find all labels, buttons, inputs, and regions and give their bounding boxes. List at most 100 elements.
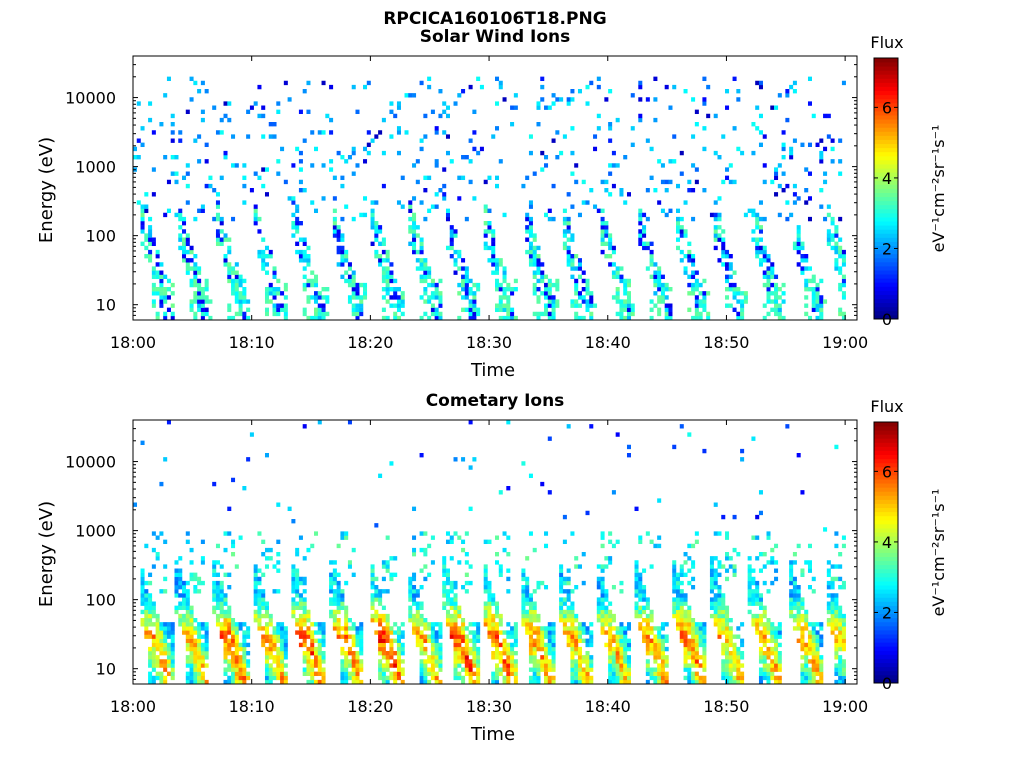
flux-cell: [219, 589, 224, 594]
flux-cell: [140, 440, 145, 446]
flux-cell: [657, 282, 662, 288]
flux-cell: [261, 249, 266, 255]
flux-cell: [615, 671, 620, 677]
flux-cell: [536, 642, 541, 648]
flux-cell: [596, 580, 601, 586]
flux-cell: [528, 613, 533, 619]
flux-cell: [732, 270, 737, 275]
flux-cell: [200, 291, 205, 296]
colorbar-step: [874, 609, 898, 615]
flux-cell: [532, 679, 537, 685]
flux-cell: [182, 613, 187, 619]
flux-cell: [626, 638, 631, 644]
flux-cell: [283, 307, 288, 313]
flux-cell: [683, 638, 688, 644]
flux-cell: [679, 225, 684, 230]
flux-cell: [449, 229, 454, 234]
flux-cell: [495, 626, 500, 631]
colorbar-step: [874, 658, 898, 664]
flux-cell: [653, 262, 658, 267]
flux-cell: [736, 659, 741, 664]
spectrogram-cells: [133, 76, 846, 321]
flux-cell: [453, 101, 458, 106]
flux-cell: [721, 254, 726, 259]
flux-cell: [691, 585, 696, 590]
flux-cell: [657, 270, 662, 275]
flux-cell: [340, 646, 345, 652]
flux-cell: [593, 134, 598, 139]
flux-cell: [491, 241, 496, 247]
flux-cell: [495, 609, 500, 615]
flux-cell: [585, 675, 590, 681]
flux-cell: [434, 622, 439, 627]
flux-cell: [430, 295, 435, 300]
flux-cell: [151, 241, 156, 247]
flux-cell: [570, 233, 575, 238]
flux-cell: [717, 634, 722, 639]
flux-cell: [649, 651, 654, 656]
flux-cell: [660, 663, 665, 668]
flux-cell: [393, 630, 398, 635]
flux-cell: [751, 535, 756, 540]
flux-cell: [344, 659, 349, 664]
flux-cell: [231, 270, 236, 275]
colorbar-step: [874, 208, 898, 214]
flux-cell: [823, 113, 828, 119]
flux-cell: [502, 303, 507, 308]
flux-cell: [264, 601, 269, 606]
flux-cell: [347, 266, 352, 271]
flux-cell: [495, 307, 500, 313]
flux-cell: [491, 675, 496, 681]
flux-cell: [608, 630, 613, 635]
flux-cell: [317, 630, 322, 635]
flux-cell: [785, 93, 790, 98]
colorbar-step: [874, 74, 898, 79]
flux-cell: [306, 254, 311, 259]
flux-cell: [212, 188, 217, 193]
flux-cell: [559, 609, 564, 615]
flux-cell: [528, 630, 533, 635]
flux-cell: [223, 531, 228, 536]
flux-cell: [340, 626, 345, 631]
flux-cell: [611, 659, 616, 664]
flux-cell: [212, 605, 217, 611]
flux-cell: [408, 585, 413, 590]
flux-cell: [698, 311, 703, 317]
flux-cell: [815, 642, 820, 648]
flux-cell: [570, 646, 575, 652]
flux-cell: [521, 618, 526, 623]
flux-cell: [170, 138, 175, 143]
flux-cell: [381, 237, 386, 242]
flux-cell: [193, 311, 198, 317]
flux-cell: [163, 287, 168, 292]
flux-cell: [204, 282, 209, 288]
flux-cell: [536, 667, 541, 672]
flux-cell: [317, 671, 322, 677]
flux-cell: [495, 560, 500, 565]
flux-cell: [638, 605, 643, 611]
flux-cell: [725, 254, 730, 259]
flux-cell: [359, 667, 364, 672]
flux-cell: [834, 444, 839, 450]
flux-cell: [619, 663, 624, 668]
flux-cell: [347, 659, 352, 664]
flux-cell: [215, 241, 220, 247]
flux-cell: [280, 291, 285, 296]
flux-cell: [774, 311, 779, 317]
flux-cell: [642, 568, 647, 573]
colorbar-step: [874, 151, 898, 157]
flux-cell: [472, 109, 477, 115]
flux-cell: [306, 609, 311, 615]
flux-cell: [453, 597, 458, 602]
flux-cell: [830, 605, 835, 611]
flux-cell: [664, 282, 669, 288]
colorbar-tick-label: 2: [882, 239, 892, 258]
flux-cell: [717, 585, 722, 590]
flux-cell: [227, 531, 232, 536]
flux-cell: [419, 630, 424, 635]
flux-cell: [683, 646, 688, 652]
flux-cell: [551, 659, 556, 664]
flux-cell: [687, 568, 692, 573]
flux-cell: [758, 630, 763, 635]
